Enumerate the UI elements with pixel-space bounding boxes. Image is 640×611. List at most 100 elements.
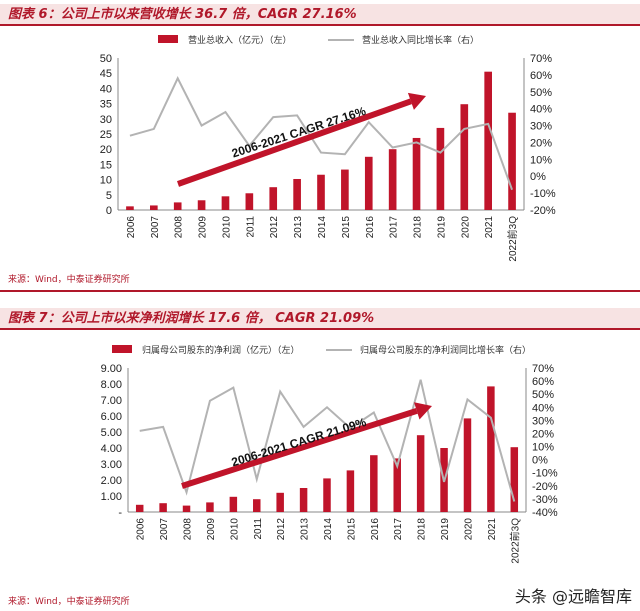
right-tick-label: 40%	[532, 402, 554, 414]
watermark: 头条 @远瞻智库	[514, 587, 632, 606]
legend-bar-swatch	[112, 345, 132, 353]
legend-bar-label: 营业总收入（亿元）（左）	[188, 34, 292, 46]
bar	[197, 200, 206, 210]
x-tick-label: 2011	[245, 216, 256, 238]
bar	[150, 205, 158, 210]
right-tick-label: -40%	[532, 507, 558, 519]
x-tick-label: 2015	[346, 518, 357, 541]
left-tick-label: 30	[100, 114, 112, 126]
left-tick-label: 2.00	[101, 475, 122, 487]
x-tick-label: 2021	[487, 518, 498, 541]
right-tick-label: 30%	[532, 415, 554, 427]
right-tick-label: 20%	[532, 428, 554, 440]
bar	[460, 104, 469, 210]
right-tick-label: 10%	[530, 154, 552, 166]
right-tick-label: -10%	[532, 468, 558, 480]
left-tick-label: 40	[100, 83, 112, 95]
right-tick-label: 60%	[532, 376, 554, 388]
bar	[463, 418, 472, 512]
left-tick-label: 6.00	[101, 411, 122, 423]
legend-line-label: 营业总收入同比增长率（右）	[362, 34, 479, 46]
left-tick-label: 50	[100, 53, 112, 65]
right-tick-label: 10%	[532, 442, 554, 454]
figure-7-source: 来源：Wind，中泰证券研究所	[8, 597, 130, 607]
cagr-arrow-shaft	[176, 98, 412, 187]
legend-line-label: 归属母公司股东的净利润同比增长率（右）	[360, 344, 531, 356]
bar	[317, 174, 325, 210]
left-tick-label: 45	[100, 68, 112, 80]
left-tick-label: 4.00	[101, 443, 122, 455]
growth-rate-line	[129, 75, 513, 191]
bar	[126, 206, 134, 210]
x-tick-label: 2015	[341, 216, 352, 239]
bar	[436, 127, 445, 210]
growth-rate-line	[139, 379, 516, 502]
left-tick-label: 35	[100, 99, 112, 111]
bar	[206, 502, 214, 512]
x-tick-label: 2016	[370, 518, 381, 541]
bar	[510, 447, 519, 512]
x-tick-label: 2009	[206, 518, 217, 541]
bar	[346, 470, 355, 512]
bar	[159, 503, 167, 512]
left-tick-label: 1.00	[101, 491, 122, 503]
figure-6-source: 来源：Wind，中泰证券研究所	[8, 275, 130, 285]
bar	[364, 156, 373, 210]
x-tick-label: 2007	[150, 216, 161, 239]
bar	[182, 505, 191, 512]
cagr-arrow-shaft	[181, 408, 418, 489]
x-tick-label: 2006	[136, 518, 147, 541]
left-tick-label: 5	[106, 190, 112, 202]
bar	[484, 71, 492, 211]
left-tick-label: 0	[106, 205, 112, 217]
x-tick-label: 2010	[221, 216, 232, 239]
bar	[229, 496, 238, 512]
x-tick-label: 2022前3Q	[506, 216, 519, 262]
legend-bar-swatch	[158, 35, 178, 43]
right-tick-label: 50%	[530, 87, 552, 99]
right-tick-label: 0%	[530, 171, 546, 183]
cagr-annotation: 2006-2021 CAGR 21.09%	[230, 415, 368, 469]
figure-6-title: 图表 6：公司上市以来营收增长 36.7 倍，CAGR 27.16%	[0, 4, 640, 26]
right-tick-label: 70%	[530, 53, 552, 65]
bar	[487, 386, 495, 512]
x-tick-label: 2009	[198, 216, 209, 239]
bar	[245, 193, 254, 210]
bar	[299, 488, 308, 512]
x-tick-label: 2016	[365, 216, 376, 239]
x-tick-label: 2014	[323, 518, 334, 541]
bar	[388, 149, 397, 210]
x-tick-label: 2007	[159, 518, 170, 541]
x-tick-label: 2012	[276, 518, 287, 541]
bar	[221, 196, 230, 210]
x-tick-label: 2006	[126, 216, 137, 239]
right-tick-label: 0%	[532, 455, 548, 467]
bar	[135, 504, 144, 512]
left-tick-label: 3.00	[101, 459, 122, 471]
left-tick-label: 25	[100, 129, 112, 141]
x-tick-label: 2013	[300, 518, 311, 541]
x-tick-label: 2017	[393, 518, 404, 541]
bar	[253, 499, 261, 512]
divider	[0, 290, 640, 292]
bar	[416, 435, 425, 512]
right-tick-label: 60%	[530, 70, 552, 82]
right-tick-label: -30%	[532, 494, 558, 506]
bar	[173, 202, 182, 210]
left-tick-label: 15	[100, 159, 112, 171]
right-tick-label: 40%	[530, 104, 552, 116]
left-tick-label: 9.00	[101, 363, 122, 375]
bar	[370, 455, 378, 512]
bar	[276, 492, 284, 512]
bar	[412, 137, 421, 210]
right-tick-label: -20%	[532, 481, 558, 493]
x-tick-label: 2019	[440, 518, 451, 541]
x-tick-label: 2019	[436, 216, 447, 239]
x-tick-label: 2020	[460, 216, 471, 239]
right-tick-label: 20%	[530, 137, 552, 149]
left-tick-label: -	[118, 507, 122, 519]
bar	[393, 458, 401, 512]
left-tick-label: 10	[100, 175, 112, 187]
cagr-arrow-head	[414, 402, 432, 420]
